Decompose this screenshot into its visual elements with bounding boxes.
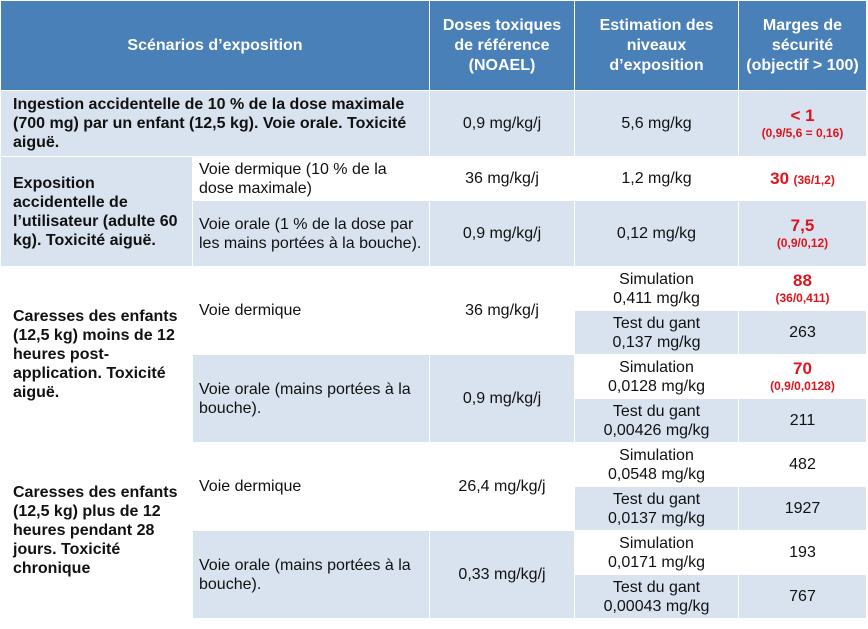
marge-value: 7,5 (790, 216, 815, 235)
table-header-row: Scénarios d’exposition Doses toxiques de… (0, 0, 867, 91)
header-doses: Doses toxiques de référence (NOAEL) (429, 0, 575, 91)
marge-cell: 7,5 (0,9/0,12) (738, 200, 867, 267)
method-value: 0,00426 mg/kg (603, 421, 710, 439)
marge-cell: 211 (738, 398, 867, 443)
scenario-caresses-28j: Caresses des enfants (12,5 kg) plus de 1… (0, 442, 193, 619)
table-row: Exposition accidentelle de l’utilisateur… (0, 156, 867, 267)
voie-cell: Voie orale (mains portées à la bouche). (192, 530, 430, 619)
estimation-cell: Test du gant 0,0137 mg/kg (574, 486, 739, 531)
header-estimation: Estimation des niveaux d’exposition (574, 0, 739, 91)
table-row: Voie orale (mains portées à la bouche). … (1, 530, 867, 619)
voie-cell: Voie orale (1 % de la dose par les mains… (192, 200, 430, 267)
estimation-cell: 5,6 mg/kg (574, 90, 739, 157)
table-row: Test du gant 0,00043 mg/kg 767 (1, 574, 867, 619)
scenario-ingestion: Ingestion accidentelle de 10 % de la dos… (0, 90, 430, 157)
method-value: 0,137 mg/kg (612, 333, 701, 351)
method-label: Test du gant (612, 490, 701, 508)
method-value: 0,0171 mg/kg (608, 553, 705, 571)
estimation-cell: Simulation 0,411 mg/kg (574, 266, 739, 311)
marge-cell: 70 (0,9/0,0128) (738, 354, 867, 399)
header-marges: Marges de sécurité (objectif > 100) (738, 0, 867, 91)
marge-cell: < 1 (0,9/5,6 = 0,16) (738, 90, 867, 157)
header-scenarios: Scénarios d’exposition (0, 0, 430, 91)
marge-value: 88 (793, 271, 812, 290)
voie-cell: Voie dermique (10 % de la dose maximale) (192, 156, 430, 201)
estimation-cell: Simulation 0,0171 mg/kg (574, 530, 739, 575)
method-value: 0,00043 mg/kg (603, 597, 710, 615)
dose-cell: 36 mg/kg/j (429, 156, 575, 201)
dose-cell: 26,4 mg/kg/j (429, 442, 575, 531)
dose-cell: 0,9 mg/kg/j (429, 90, 575, 157)
scenario-caresses-12h: Caresses des enfants (12,5 kg) moins de … (0, 266, 193, 443)
voie-cell: Voie dermique (192, 266, 430, 355)
marge-calculation: (0,9/0,12) (776, 236, 829, 250)
table-row: Caresses des enfants (12,5 kg) plus de 1… (0, 442, 867, 619)
estimation-cell: Test du gant 0,00043 mg/kg (574, 574, 739, 619)
marge-calculation: (36/0,411) (775, 291, 830, 305)
marge-cell: 193 (738, 530, 867, 575)
estimation-cell: 1,2 mg/kg (574, 156, 739, 201)
marge-calculation: (0,9/0,0128) (770, 379, 835, 393)
table-row: Test du gant 0,00426 mg/kg 211 (1, 398, 867, 443)
table-row: Voie orale (mains portées à la bouche). … (1, 354, 867, 443)
marge-value: < 1 (790, 106, 815, 125)
marge-cell: 767 (738, 574, 867, 619)
marge-value: 70 (793, 359, 812, 378)
table-row: Caresses des enfants (12,5 kg) moins de … (0, 266, 867, 443)
method-label: Simulation (619, 270, 694, 288)
marge-value: 30 (770, 168, 790, 188)
marge-cell: 263 (738, 310, 867, 355)
method-value: 0,0137 mg/kg (608, 509, 705, 527)
method-label: Test du gant (612, 314, 701, 332)
method-label: Simulation (619, 534, 694, 552)
table-row: Test du gant 0,137 mg/kg 263 (1, 310, 867, 355)
marge-cell: 88 (36/0,411) (738, 266, 867, 311)
marge-calculation: (36/1,2) (793, 172, 835, 187)
method-value: 0,411 mg/kg (613, 289, 700, 307)
dose-cell: 36 mg/kg/j (429, 266, 575, 355)
marge-cell: 482 (738, 442, 867, 487)
method-label: Simulation (619, 446, 694, 464)
dose-cell: 0,9 mg/kg/j (429, 200, 575, 267)
method-value: 0,0128 mg/kg (608, 377, 705, 395)
estimation-cell: 0,12 mg/kg (574, 200, 739, 267)
marge-cell: 1927 (738, 486, 867, 531)
table-row: Voie orale (1 % de la dose par les mains… (1, 200, 867, 267)
estimation-cell: Simulation 0,0128 mg/kg (574, 354, 739, 399)
method-label: Test du gant (612, 402, 701, 420)
dose-cell: 0,33 mg/kg/j (429, 530, 575, 619)
estimation-cell: Simulation 0,0548 mg/kg (574, 442, 739, 487)
marge-cell: 30 (36/1,2) (738, 156, 867, 201)
table-row: Ingestion accidentelle de 10 % de la dos… (0, 90, 867, 157)
method-label: Simulation (619, 358, 694, 376)
method-value: 0,0548 mg/kg (608, 465, 705, 483)
estimation-cell: Test du gant 0,00426 mg/kg (574, 398, 739, 443)
method-label: Test du gant (612, 578, 701, 596)
voie-cell: Voie dermique (192, 442, 430, 531)
dose-cell: 0,9 mg/kg/j (429, 354, 575, 443)
estimation-cell: Test du gant 0,137 mg/kg (574, 310, 739, 355)
scenario-utilisateur: Exposition accidentelle de l’utilisateur… (0, 156, 193, 267)
marge-calculation: (0,9/5,6 = 0,16) (761, 126, 844, 140)
voie-cell: Voie orale (mains portées à la bouche). (192, 354, 430, 443)
